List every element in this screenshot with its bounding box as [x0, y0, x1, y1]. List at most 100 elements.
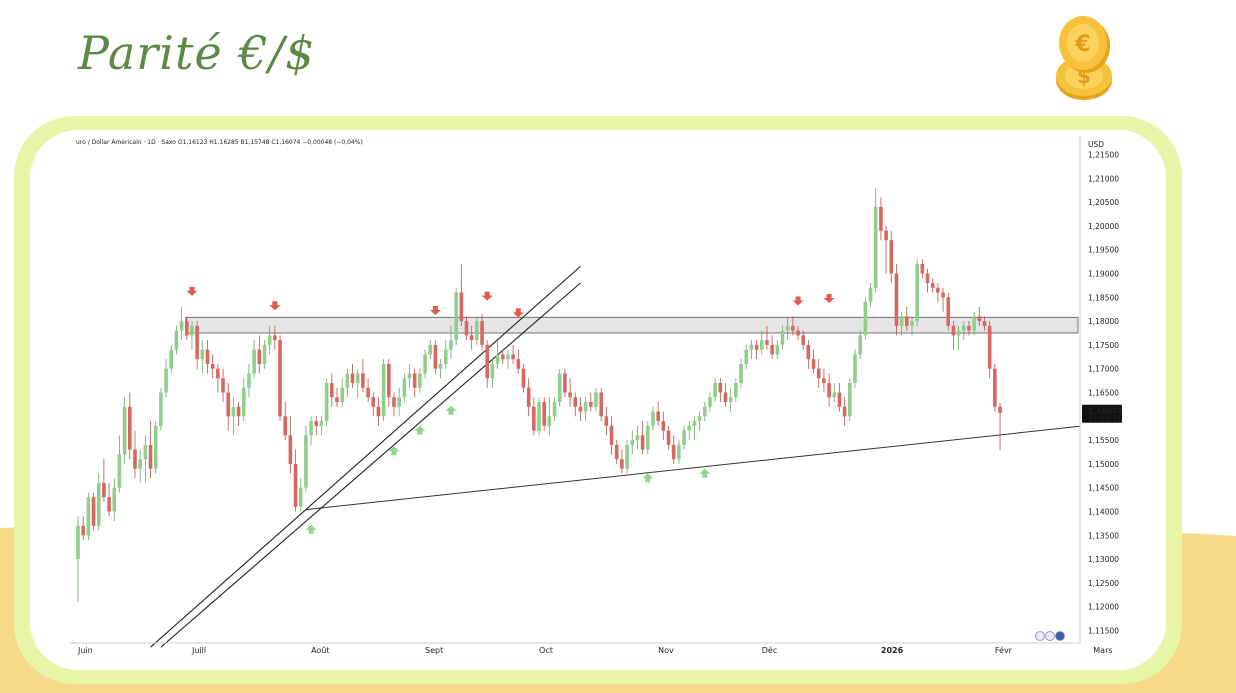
candle-body	[702, 406, 707, 417]
candle-body	[86, 497, 91, 536]
candle-body	[273, 335, 277, 341]
countdown-label: 12:03:31	[1088, 414, 1122, 423]
candle-body	[697, 416, 702, 422]
candle	[537, 397, 541, 436]
candle-body	[293, 463, 298, 507]
candle	[122, 397, 127, 464]
y-tick-label: 1,20500	[1088, 198, 1119, 207]
candle	[614, 440, 619, 464]
candle	[858, 330, 862, 360]
candle-body	[459, 292, 464, 322]
candle	[754, 340, 759, 360]
support-arrow-icon	[305, 524, 317, 534]
candle	[630, 430, 635, 455]
candle-body	[324, 382, 329, 422]
candle	[376, 397, 381, 426]
channel-line-2	[160, 282, 581, 648]
candle	[319, 416, 324, 436]
candle	[309, 416, 313, 445]
candle	[951, 321, 956, 350]
candle	[827, 373, 831, 407]
candle	[345, 368, 350, 398]
candle	[734, 378, 738, 403]
candle-body	[594, 392, 598, 407]
support-arrow-icon	[388, 446, 400, 456]
candle	[780, 325, 785, 350]
candle	[635, 425, 640, 450]
candle	[112, 478, 117, 522]
candle-body	[397, 397, 401, 407]
candle	[190, 321, 194, 350]
support-arrow-icon	[445, 405, 457, 415]
chart-panel	[30, 130, 1166, 670]
candle	[889, 230, 894, 284]
candle-body	[630, 440, 635, 445]
candle	[428, 340, 433, 360]
candle-body	[210, 363, 215, 369]
candle	[811, 349, 816, 374]
candle	[402, 373, 407, 403]
y-tick-label: 1,17000	[1088, 365, 1119, 374]
resistance-arrow-icon	[269, 301, 281, 311]
candle-body	[96, 482, 101, 526]
candle	[594, 387, 598, 412]
y-tick-label: 1,15000	[1088, 460, 1119, 469]
candle	[480, 313, 484, 350]
candle	[568, 378, 572, 407]
y-tick-label: 1,12500	[1088, 579, 1119, 588]
candle-body	[402, 378, 407, 398]
x-tick-label: Août	[311, 646, 329, 655]
candle-body	[532, 406, 536, 431]
y-tick-label: 1,16500	[1088, 389, 1119, 398]
candle-body	[252, 349, 256, 374]
candle	[557, 368, 562, 407]
candle	[765, 325, 769, 350]
candle-body	[128, 406, 132, 450]
candle	[387, 359, 391, 407]
candle-body	[138, 459, 142, 469]
candle	[475, 316, 479, 345]
candle-body	[247, 373, 251, 388]
y-tick-label: 1,18500	[1088, 293, 1119, 302]
y-tick-label: 1,19000	[1088, 270, 1119, 279]
candle-body	[925, 273, 930, 284]
candle	[640, 421, 645, 455]
candle-body	[366, 387, 370, 398]
candle	[433, 340, 438, 374]
candle-body	[956, 330, 961, 336]
candle-body	[102, 482, 106, 498]
candle-body	[967, 325, 971, 331]
candle	[443, 340, 448, 369]
candle	[899, 311, 904, 336]
candle-body	[785, 325, 790, 331]
chart-header: uro / Dollar Américain · 1D · Saxo O1,16…	[76, 139, 363, 146]
candle	[516, 349, 521, 374]
candle	[288, 416, 293, 474]
candle-body	[759, 340, 764, 350]
candle	[625, 440, 629, 474]
candle-body	[977, 316, 982, 322]
candle	[936, 283, 940, 303]
candle-body	[583, 402, 588, 412]
resistance-arrow-icon	[512, 308, 524, 318]
candle-body	[117, 454, 122, 488]
candle-body	[946, 297, 951, 326]
x-tick-label: Juin	[77, 646, 93, 655]
x-tick-label: Sept	[425, 646, 443, 655]
candle	[91, 492, 96, 531]
candle	[169, 344, 174, 374]
candle-body	[81, 525, 85, 536]
candle	[842, 397, 847, 426]
candle	[532, 397, 536, 436]
candle-body	[656, 411, 660, 422]
candle-body	[216, 368, 220, 379]
candle	[361, 359, 365, 393]
candle-body	[563, 373, 567, 393]
candle	[143, 435, 148, 483]
candle	[267, 325, 272, 355]
candle-body	[371, 397, 376, 407]
candle	[371, 392, 376, 417]
y-tick-label: 1,19500	[1088, 246, 1119, 255]
candle-body	[236, 406, 241, 417]
